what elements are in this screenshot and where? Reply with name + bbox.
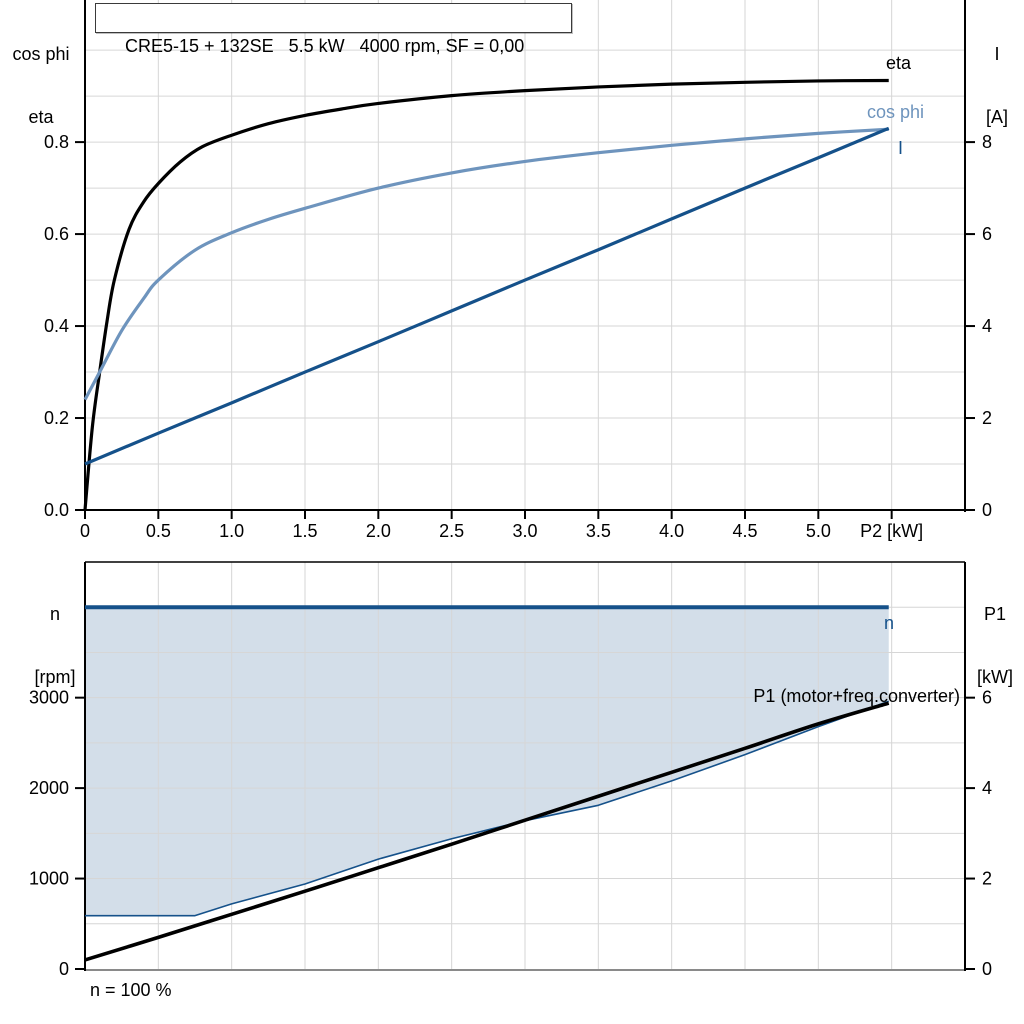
series-i-curve <box>84 126 890 466</box>
cos-phi-curve-label: cos phi <box>867 102 925 122</box>
right-tick-label: 4 <box>982 316 992 336</box>
axis-label-line: I <box>994 44 1000 64</box>
left-tick-label: 2000 <box>29 778 69 798</box>
n-100-percent-annotation: n = 100 % <box>90 980 172 1000</box>
x-tick-label: 1.5 <box>292 521 317 541</box>
series-n-min-curve <box>85 700 890 917</box>
right-tick-label: 6 <box>982 224 992 244</box>
axis-label-line: cos phi <box>12 44 70 64</box>
x-tick-label: 1.0 <box>219 521 244 541</box>
series-p1-motor-freq-converter--curve <box>84 701 890 962</box>
x-tick-label: 4.0 <box>659 521 684 541</box>
right-tick-label: 0 <box>982 500 992 520</box>
left-tick-label: 0.8 <box>44 132 69 152</box>
axis-label-line: [kW] <box>977 667 1013 687</box>
left-tick-label: 0.0 <box>44 500 69 520</box>
x-tick-label: 2.0 <box>366 521 391 541</box>
x-tick-label: 5.0 <box>806 521 831 541</box>
right-tick-label: 2 <box>982 408 992 428</box>
current-curve-label: I <box>898 138 904 158</box>
x-tick-label: 4.5 <box>732 521 757 541</box>
right-tick-label: 2 <box>982 869 992 889</box>
p1-curve-label: P1 (motor+freq.converter) <box>753 686 960 706</box>
left-tick-label: 1000 <box>29 869 69 889</box>
left-tick-label: 0.2 <box>44 408 69 428</box>
axis-label-line: n <box>49 604 60 624</box>
axis-label-line: [A] <box>985 107 1008 127</box>
x-tick-label: P2 [kW] <box>860 521 923 541</box>
right-tick-label: 8 <box>982 132 992 152</box>
axis-label-line: [rpm] <box>34 667 76 687</box>
axis-label-line: eta <box>28 107 54 127</box>
x-tick-label: 0.5 <box>146 521 171 541</box>
y-axis-label-cosphi-eta: cos phi eta <box>2 2 80 170</box>
n-curve-label: n <box>883 613 894 633</box>
series-cos-phi-curve <box>83 127 889 401</box>
eta-curve-label: eta <box>886 53 912 73</box>
x-tick-label: 0 <box>80 521 90 541</box>
left-tick-label: 0.4 <box>44 316 69 336</box>
left-tick-label: 0 <box>59 959 69 979</box>
axis-label-line: P1 <box>983 604 1007 624</box>
right-tick-label: 4 <box>982 778 992 798</box>
right-tick-label: 0 <box>982 959 992 979</box>
x-tick-label: 2.5 <box>439 521 464 541</box>
y-axis-label-current: I [A] <box>972 2 1022 170</box>
left-tick-label: 0.6 <box>44 224 69 244</box>
x-tick-label: 3.5 <box>586 521 611 541</box>
series-eta-curve <box>83 78 889 511</box>
chart-title-box: CRE5-15 + 132SE 5.5 kW 4000 rpm, SF = 0,… <box>95 3 572 56</box>
right-tick-label: 6 <box>982 688 992 708</box>
x-tick-label: 3.0 <box>512 521 537 541</box>
y-axis-label-speed: n [rpm] <box>18 562 92 730</box>
y-axis-label-p1: P1 [kW] <box>966 562 1024 730</box>
operating-area-fill <box>85 607 889 916</box>
chart-title: CRE5-15 + 132SE 5.5 kW 4000 rpm, SF = 0,… <box>125 36 525 56</box>
left-tick-label: 3000 <box>29 688 69 708</box>
